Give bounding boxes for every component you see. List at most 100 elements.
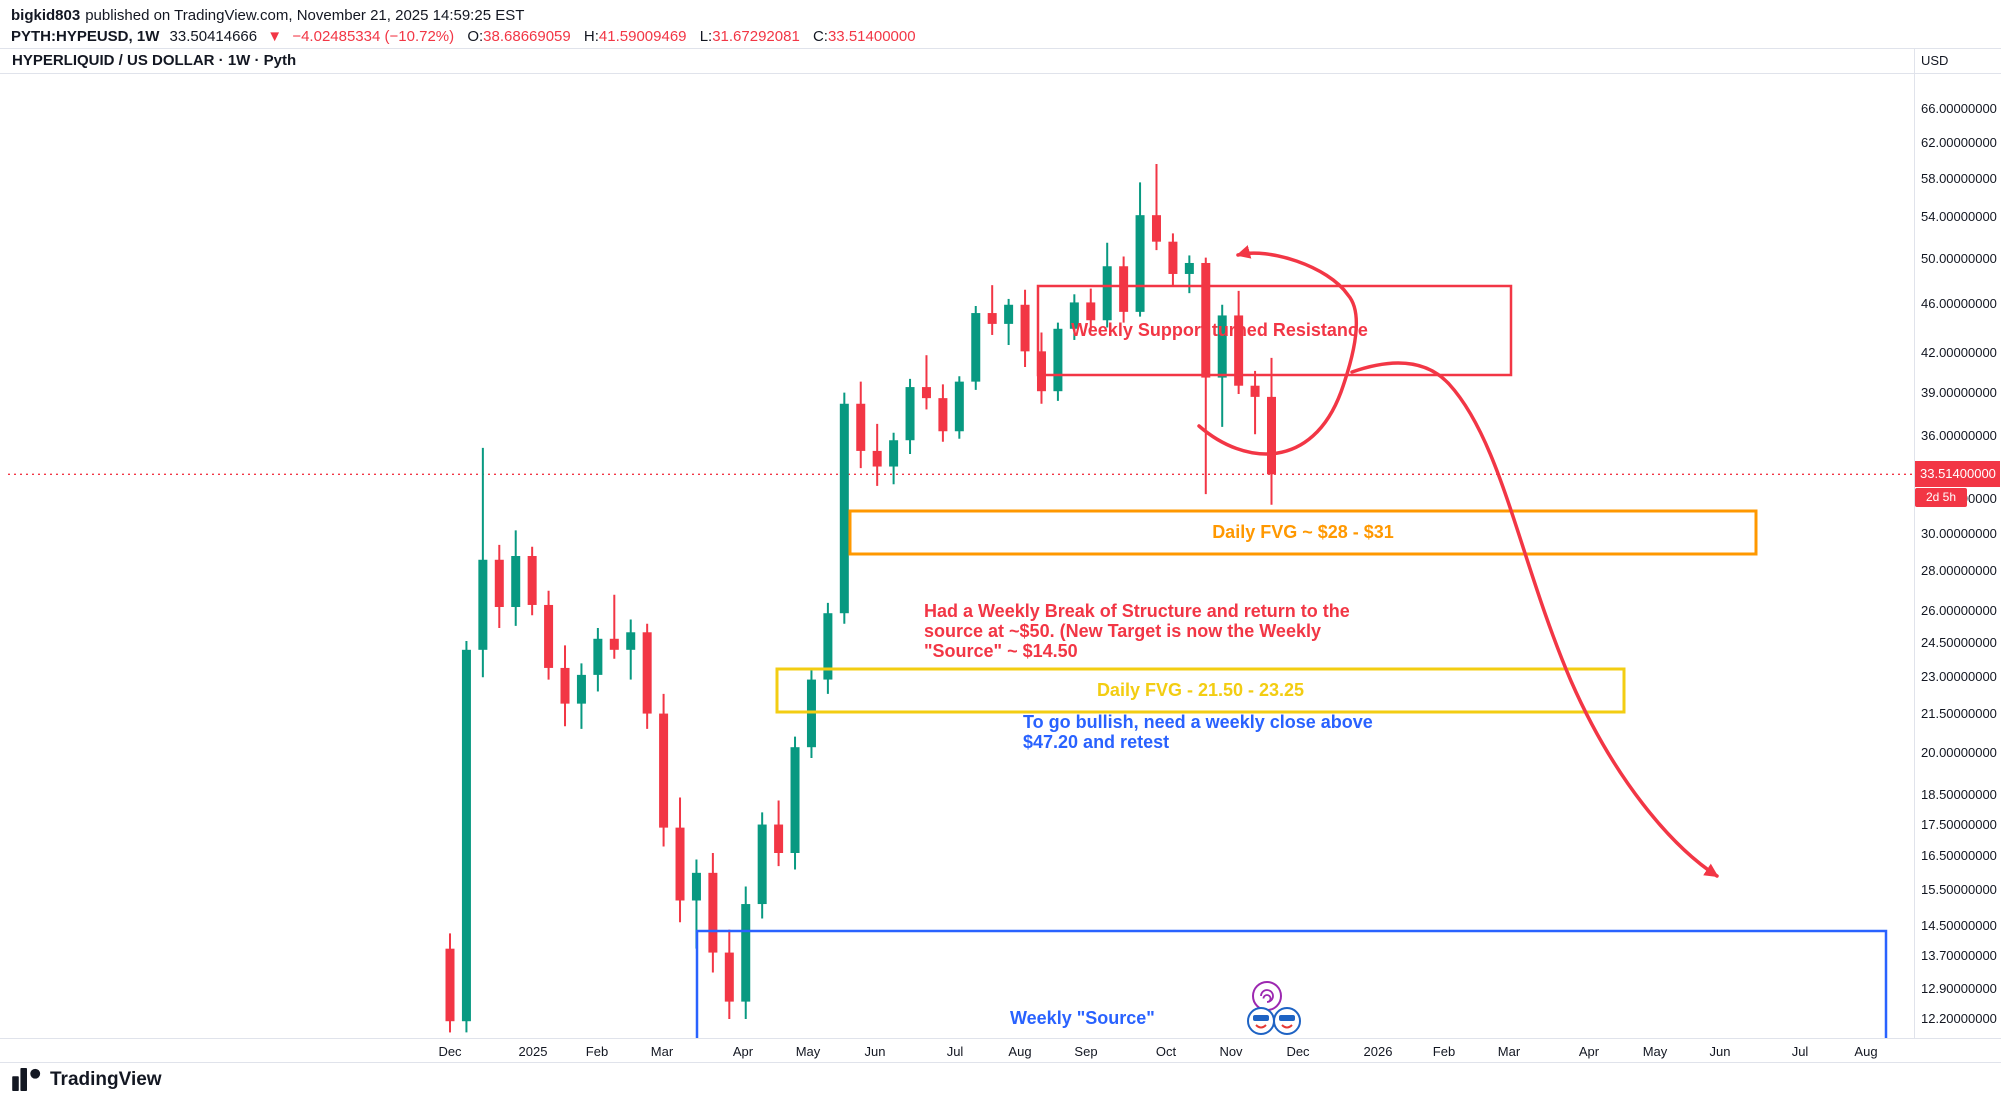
low-value: 31.67292081 bbox=[712, 28, 800, 45]
candle[interactable] bbox=[1151, 163, 1161, 251]
candle[interactable] bbox=[856, 381, 866, 469]
candle[interactable] bbox=[626, 619, 636, 680]
candle[interactable] bbox=[987, 285, 997, 335]
candle[interactable] bbox=[872, 423, 882, 486]
daily-fvg-lower-box[interactable] bbox=[775, 667, 1626, 714]
candle[interactable] bbox=[724, 929, 734, 1019]
time-tick: Oct bbox=[1155, 1044, 1177, 1059]
candle[interactable] bbox=[1267, 357, 1276, 505]
time-tick: Sep bbox=[1074, 1044, 1098, 1059]
time-tick: 2026 bbox=[1363, 1044, 1393, 1059]
price-tick: 26.00000000 bbox=[1921, 603, 1997, 619]
price-tick: 39.00000000 bbox=[1921, 384, 1997, 400]
time-tick: May bbox=[795, 1044, 821, 1059]
pane-title: HYPERLIQUID / US DOLLAR · 1W · Pyth bbox=[12, 52, 297, 69]
weekly-source-box[interactable] bbox=[695, 929, 1888, 1038]
candle[interactable] bbox=[1086, 288, 1096, 331]
tradingview-logo[interactable]: TradingView bbox=[12, 1068, 162, 1091]
time-tick: Aug bbox=[1008, 1044, 1032, 1059]
daily-fvg-lower-box-label: Daily FVG - 21.50 - 23.25 bbox=[1096, 680, 1305, 700]
candle[interactable] bbox=[971, 305, 981, 390]
projection-arrow[interactable] bbox=[1350, 361, 1719, 878]
face-emoji-sticker[interactable] bbox=[1247, 1007, 1275, 1035]
candle[interactable] bbox=[560, 645, 570, 727]
candle[interactable] bbox=[494, 544, 504, 628]
candle[interactable] bbox=[461, 640, 471, 1033]
price-tick: 62.00000000 bbox=[1921, 134, 1997, 150]
candle[interactable] bbox=[609, 594, 619, 659]
candle[interactable] bbox=[593, 627, 603, 692]
candle[interactable] bbox=[576, 663, 586, 729]
candle[interactable] bbox=[708, 852, 718, 973]
price-tick: 28.00000000 bbox=[1921, 563, 1997, 579]
candle[interactable] bbox=[478, 447, 488, 678]
candle[interactable] bbox=[642, 623, 652, 729]
price-tick: 54.00000000 bbox=[1921, 209, 1997, 225]
time-tick: Jul bbox=[1791, 1044, 1809, 1059]
time-tick: 2025 bbox=[518, 1044, 548, 1059]
candle[interactable] bbox=[954, 376, 964, 439]
divider bbox=[0, 1062, 2001, 1063]
price-tick: 16.50000000 bbox=[1921, 848, 1997, 864]
candle[interactable] bbox=[1119, 256, 1129, 323]
candle[interactable] bbox=[757, 812, 767, 919]
open-label: O: bbox=[467, 28, 484, 45]
time-tick: Apr bbox=[732, 1044, 754, 1059]
candle[interactable] bbox=[1234, 290, 1244, 394]
candle[interactable] bbox=[659, 693, 669, 847]
time-tick: Jun bbox=[864, 1044, 886, 1059]
candle[interactable] bbox=[1036, 332, 1046, 404]
daily-fvg-upper-box[interactable] bbox=[848, 509, 1758, 556]
candle[interactable] bbox=[839, 392, 849, 624]
time-tick: Feb bbox=[1432, 1044, 1456, 1059]
candle[interactable] bbox=[1069, 294, 1079, 340]
candle[interactable] bbox=[445, 933, 455, 1033]
candle[interactable] bbox=[774, 800, 784, 867]
candle[interactable] bbox=[1168, 233, 1178, 286]
candle[interactable] bbox=[675, 797, 685, 923]
candle[interactable] bbox=[527, 546, 537, 616]
price-tick: 12.20000000 bbox=[1921, 1011, 1997, 1026]
price-tick: 24.50000000 bbox=[1921, 635, 1997, 651]
price-tick: 15.50000000 bbox=[1921, 881, 1997, 897]
candle[interactable] bbox=[921, 355, 931, 410]
price-tick: 30.00000000 bbox=[1921, 526, 1997, 541]
publish-bar: bigkid803 published on TradingView.com, N… bbox=[11, 7, 524, 24]
weekly-resistance-box[interactable] bbox=[1036, 284, 1513, 377]
candle[interactable] bbox=[511, 530, 521, 626]
divider bbox=[0, 73, 2001, 74]
candle[interactable] bbox=[790, 736, 800, 870]
candle[interactable] bbox=[1053, 322, 1063, 401]
change-direction-icon: ▼ bbox=[267, 28, 283, 45]
symbol-name: PYTH:HYPEUSD, 1W bbox=[11, 28, 160, 45]
candle[interactable] bbox=[1004, 298, 1014, 345]
candle[interactable] bbox=[823, 602, 833, 694]
price-tick: 17.50000000 bbox=[1921, 816, 1997, 832]
price-tick: 42.00000000 bbox=[1921, 344, 1997, 360]
candle[interactable] bbox=[938, 384, 948, 442]
candle[interactable] bbox=[1250, 370, 1260, 435]
price-tick: 23.00000000 bbox=[1921, 669, 1997, 685]
face-emoji-sticker[interactable] bbox=[1273, 1007, 1301, 1035]
candle[interactable] bbox=[1020, 289, 1030, 367]
candle[interactable] bbox=[544, 590, 554, 680]
weekly-source-label[interactable]: Weekly "Source" bbox=[1010, 1008, 1155, 1028]
price-tick: 12.90000000 bbox=[1921, 980, 1997, 996]
loop-arrow[interactable] bbox=[1197, 245, 1359, 456]
candle[interactable] bbox=[1135, 182, 1145, 317]
candle[interactable] bbox=[741, 886, 751, 1019]
time-tick: Dec bbox=[1286, 1044, 1310, 1059]
time-tick: Aug bbox=[1854, 1044, 1878, 1059]
candle[interactable] bbox=[905, 378, 915, 454]
price-tick: 66.00000000 bbox=[1921, 101, 1997, 116]
price-tick: 18.50000000 bbox=[1921, 786, 1997, 802]
low-label: L: bbox=[699, 28, 713, 45]
bos-note[interactable]: Had a Weekly Break of Structure and retu… bbox=[924, 601, 1350, 661]
candle[interactable] bbox=[889, 432, 899, 485]
candle[interactable] bbox=[1217, 304, 1227, 427]
time-tick: Mar bbox=[1497, 1044, 1521, 1059]
bullish-note[interactable]: To go bullish, need a weekly close above… bbox=[1023, 712, 1373, 752]
